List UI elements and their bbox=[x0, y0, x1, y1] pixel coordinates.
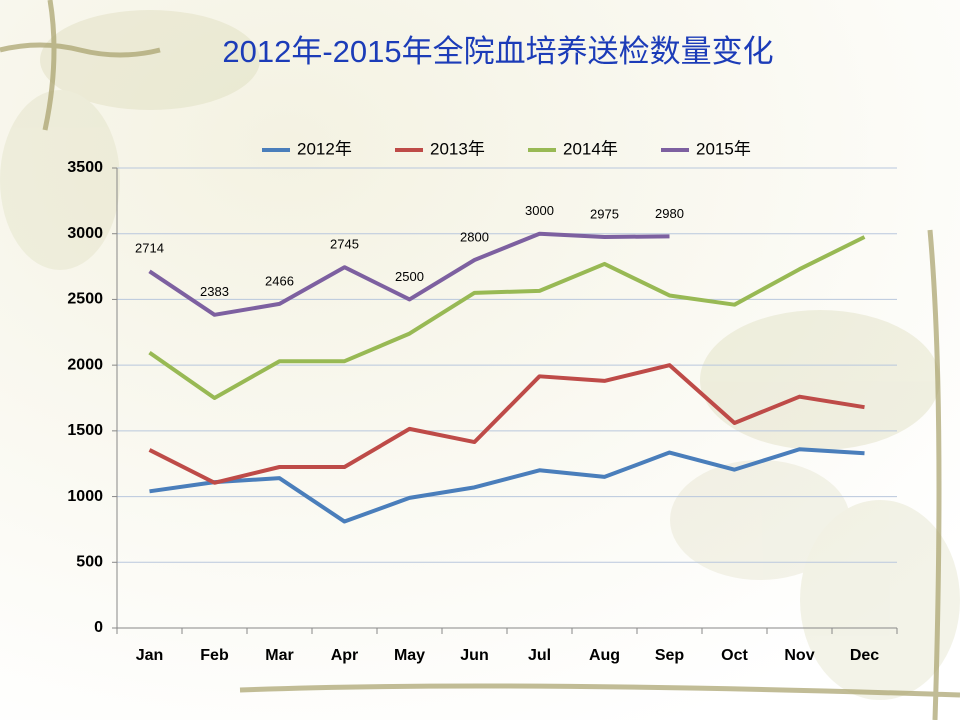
x-tick-label: Sep bbox=[655, 647, 685, 664]
y-tick-label: 0 bbox=[94, 619, 103, 636]
x-tick-label: Jul bbox=[528, 647, 551, 664]
data-label: 2975 bbox=[590, 206, 619, 221]
y-tick-label: 3500 bbox=[67, 159, 103, 176]
y-tick-label: 1500 bbox=[67, 422, 103, 439]
x-tick-label: Oct bbox=[721, 647, 748, 664]
series-line bbox=[148, 363, 865, 485]
x-tick-label: Nov bbox=[784, 647, 814, 664]
chart-title: 2012年-2015年全院血培养送检数量变化 bbox=[222, 34, 773, 69]
y-tick-label: 2500 bbox=[67, 291, 103, 308]
decoration bbox=[0, 10, 960, 700]
y-tick-label: 1000 bbox=[67, 488, 103, 505]
x-tick-label: Dec bbox=[850, 647, 879, 664]
x-tick-label: Jan bbox=[136, 647, 164, 664]
x-tick-label: May bbox=[394, 647, 425, 664]
legend-label: 2013年 bbox=[430, 139, 485, 158]
data-label: 2800 bbox=[460, 229, 489, 244]
series-line bbox=[149, 447, 865, 524]
data-label: 2500 bbox=[395, 269, 424, 284]
data-label: 2714 bbox=[135, 241, 164, 256]
series-line bbox=[148, 231, 670, 317]
data-label: 3000 bbox=[525, 203, 554, 218]
legend-label: 2015年 bbox=[696, 139, 751, 158]
legend-label: 2014年 bbox=[563, 139, 618, 158]
data-label: 2745 bbox=[330, 237, 359, 252]
data-label: 2383 bbox=[200, 284, 229, 299]
y-tick-label: 3000 bbox=[67, 225, 103, 242]
series-line bbox=[148, 235, 866, 400]
data-label: 2466 bbox=[265, 273, 294, 288]
x-tick-label: Aug bbox=[589, 647, 620, 664]
x-tick-label: Apr bbox=[331, 647, 359, 664]
data-label: 2980 bbox=[655, 206, 684, 221]
x-tick-label: Feb bbox=[200, 647, 229, 664]
y-tick-label: 2000 bbox=[67, 356, 103, 373]
x-tick-label: Mar bbox=[265, 647, 293, 664]
y-tick-label: 500 bbox=[76, 554, 103, 571]
legend-label: 2012年 bbox=[297, 139, 352, 158]
x-tick-label: Jun bbox=[460, 647, 488, 664]
